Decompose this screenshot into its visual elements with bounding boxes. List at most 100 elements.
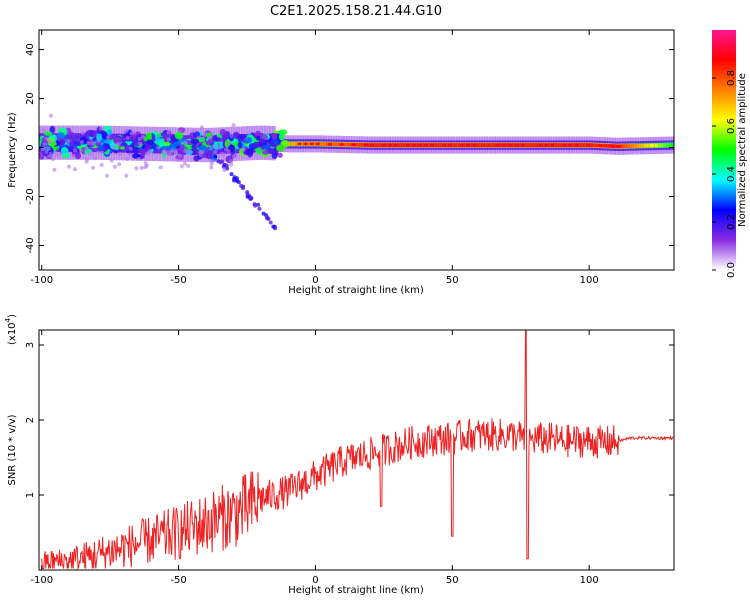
spectrogram-y-ticks: -40 -20 0 20 40 [25, 43, 674, 254]
heatmap-cell [507, 143, 510, 147]
heatmap-cell [387, 143, 393, 147]
snr-panel: -100 -50 0 50 100 1 2 3 Height of straight lin… [4, 314, 675, 596]
heatmap-cell [550, 143, 555, 147]
snr-x-axis-label: Height of straight line (km) [288, 585, 424, 596]
heatmap-cell [375, 143, 378, 147]
heatmap-cell [484, 143, 487, 147]
heatmap-cell [117, 162, 122, 167]
heatmap-cell [232, 141, 235, 146]
heatmap-cell [648, 143, 651, 148]
heatmap-cell [646, 143, 649, 148]
y-tick-label: 3 [25, 342, 36, 348]
heatmap-cell [163, 151, 167, 156]
heatmap-cell [429, 143, 435, 147]
snr-frame [38, 329, 675, 571]
heatmap-cell [502, 143, 507, 147]
heatmap-cell [378, 143, 382, 147]
y-tick-label: -40 [25, 237, 36, 253]
heatmap-cell [381, 143, 387, 147]
heatmap-cell [238, 134, 246, 140]
heatmap-cell [211, 131, 216, 136]
heatmap-cell [653, 143, 656, 148]
snr-y-ticks: 1 2 3 [25, 342, 674, 498]
heatmap-cell [208, 135, 213, 140]
heatmap-cell [262, 150, 269, 155]
heatmap-cell [91, 165, 95, 170]
heatmap-cell [615, 144, 618, 149]
heatmap-cell [276, 144, 285, 152]
heatmap-cell [664, 143, 667, 148]
heatmap-cell [236, 141, 239, 146]
snr-x-ticks: -100 -50 0 50 100 [30, 330, 599, 586]
heatmap-cell [297, 142, 302, 146]
heatmap-cell [423, 143, 429, 147]
y-tick-label: -20 [25, 188, 36, 204]
heatmap-cell [170, 148, 175, 153]
heatmap-cell [179, 164, 184, 169]
heatmap-cell [231, 123, 236, 128]
heatmap-cell [531, 143, 534, 147]
heatmap-cell [190, 147, 199, 156]
heatmap-cell [186, 163, 191, 168]
heatmap-cell [137, 141, 142, 146]
heatmap-cell [245, 192, 250, 197]
heatmap-cell [479, 143, 482, 147]
heatmap-cell [125, 157, 130, 161]
heatmap-cell [253, 203, 258, 208]
heatmap-cell [369, 143, 374, 147]
heatmap-cell [623, 144, 626, 149]
heatmap-cell [67, 164, 71, 169]
heatmap-cell [630, 144, 633, 148]
x-tick-label: 100 [580, 275, 599, 286]
heatmap-cell [60, 146, 69, 155]
heatmap-cell [362, 143, 365, 147]
heatmap-cell [490, 143, 493, 147]
heatmap-cell [331, 142, 334, 147]
heatmap-cell [543, 143, 546, 147]
heatmap-cell [628, 144, 631, 148]
heatmap-cell [415, 143, 418, 147]
heatmap-cell [43, 131, 53, 136]
colorbar-gradient [712, 30, 736, 270]
heatmap-cell [42, 141, 47, 146]
heatmap-cell [377, 143, 380, 147]
heatmap-cell [166, 137, 171, 142]
heatmap-cell [367, 143, 370, 147]
heatmap-cell [324, 142, 327, 146]
heatmap-cell [641, 143, 644, 148]
heatmap-cell [85, 157, 90, 161]
heatmap-cell [605, 143, 608, 148]
heatmap-cell [229, 134, 234, 139]
heatmap-cell [533, 143, 536, 147]
heatmap-cell [196, 135, 201, 140]
heatmap-cell [141, 134, 146, 139]
heatmap-cell [306, 141, 309, 146]
heatmap-cell [56, 132, 65, 139]
heatmap-cell [96, 150, 101, 155]
heatmap-cell [229, 162, 234, 167]
heatmap-cell [520, 143, 525, 147]
heatmap-cell [663, 143, 666, 148]
heatmap-cell [346, 142, 349, 147]
heatmap-cell [224, 147, 229, 152]
y-tick-label: 40 [25, 43, 36, 56]
heatmap-cell [656, 143, 659, 148]
heatmap-cell [143, 161, 148, 166]
heatmap-cell [410, 143, 413, 147]
heatmap-cell [203, 131, 207, 136]
heatmap-cell [244, 136, 253, 144]
colorbar: 0.0 0.2 0.4 0.6 0.8 Normalized spectral ampl… [712, 30, 748, 278]
heatmap-cell [234, 141, 237, 146]
colorbar-tick-label: 0.2 [726, 214, 737, 230]
heatmap-cell [636, 143, 639, 148]
heatmap-cell [45, 136, 49, 141]
heatmap-cell [159, 138, 165, 145]
heatmap-cell [625, 144, 628, 149]
heatmap-cell [530, 143, 533, 147]
heatmap-cell [337, 142, 341, 147]
heatmap-cell [129, 141, 132, 146]
heatmap-cell [633, 144, 636, 148]
heatmap-cell [400, 143, 403, 147]
snr-background [39, 330, 674, 570]
heatmap-cell [176, 158, 181, 162]
